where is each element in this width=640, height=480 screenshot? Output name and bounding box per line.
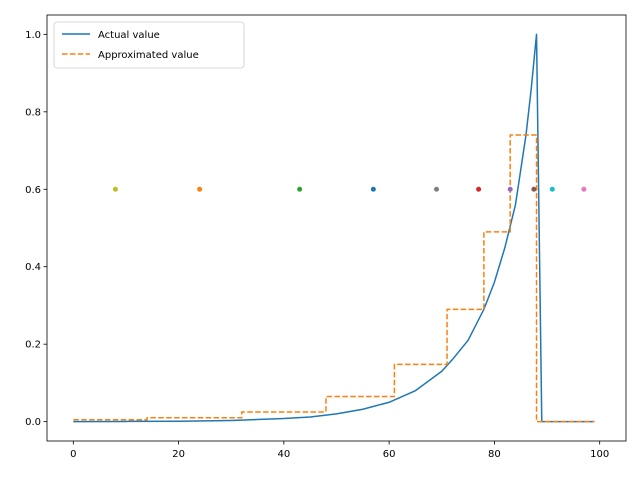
data-point-3: [370, 186, 376, 192]
data-point-6: [507, 186, 513, 192]
legend-box: [53, 21, 245, 69]
data-point-0: [112, 186, 118, 192]
x-tick-label-5: 100: [590, 449, 609, 460]
axes: 0 20 40 60 80 100 0.0 0.2 0.4 0.6 0.8 1.0: [25, 14, 627, 460]
data-point-1: [197, 186, 203, 192]
series-line-0: [73, 33, 595, 423]
x-tick-label-2: 40: [277, 449, 290, 460]
y-tick-label-0: 0.0: [25, 417, 41, 428]
y-tick-label-4: 0.8: [25, 107, 41, 118]
x-tick-label-4: 80: [488, 449, 501, 460]
y-tick-label-3: 0.6: [25, 185, 41, 196]
x-tick-label-0: 0: [70, 449, 76, 460]
y-tick-label-1: 0.2: [25, 340, 41, 351]
data-point-2: [297, 186, 303, 192]
data-point-5: [476, 186, 482, 192]
plot-area: [73, 33, 595, 423]
legend: Actual value Approximated value: [53, 21, 245, 69]
x-tick-label-1: 20: [172, 449, 185, 460]
legend-label-1: Approximated value: [98, 50, 199, 61]
data-point-8: [549, 186, 555, 192]
y-tick-label-2: 0.4: [25, 262, 41, 273]
legend-label-0: Actual value: [98, 30, 160, 41]
x-tick-label-3: 60: [383, 449, 396, 460]
data-point-9: [581, 186, 587, 192]
series-line-1: [73, 134, 595, 423]
data-point-4: [434, 186, 440, 192]
plot-frame: [46, 14, 627, 442]
data-point-7: [531, 186, 537, 192]
y-tick-label-5: 1.0: [25, 30, 41, 41]
